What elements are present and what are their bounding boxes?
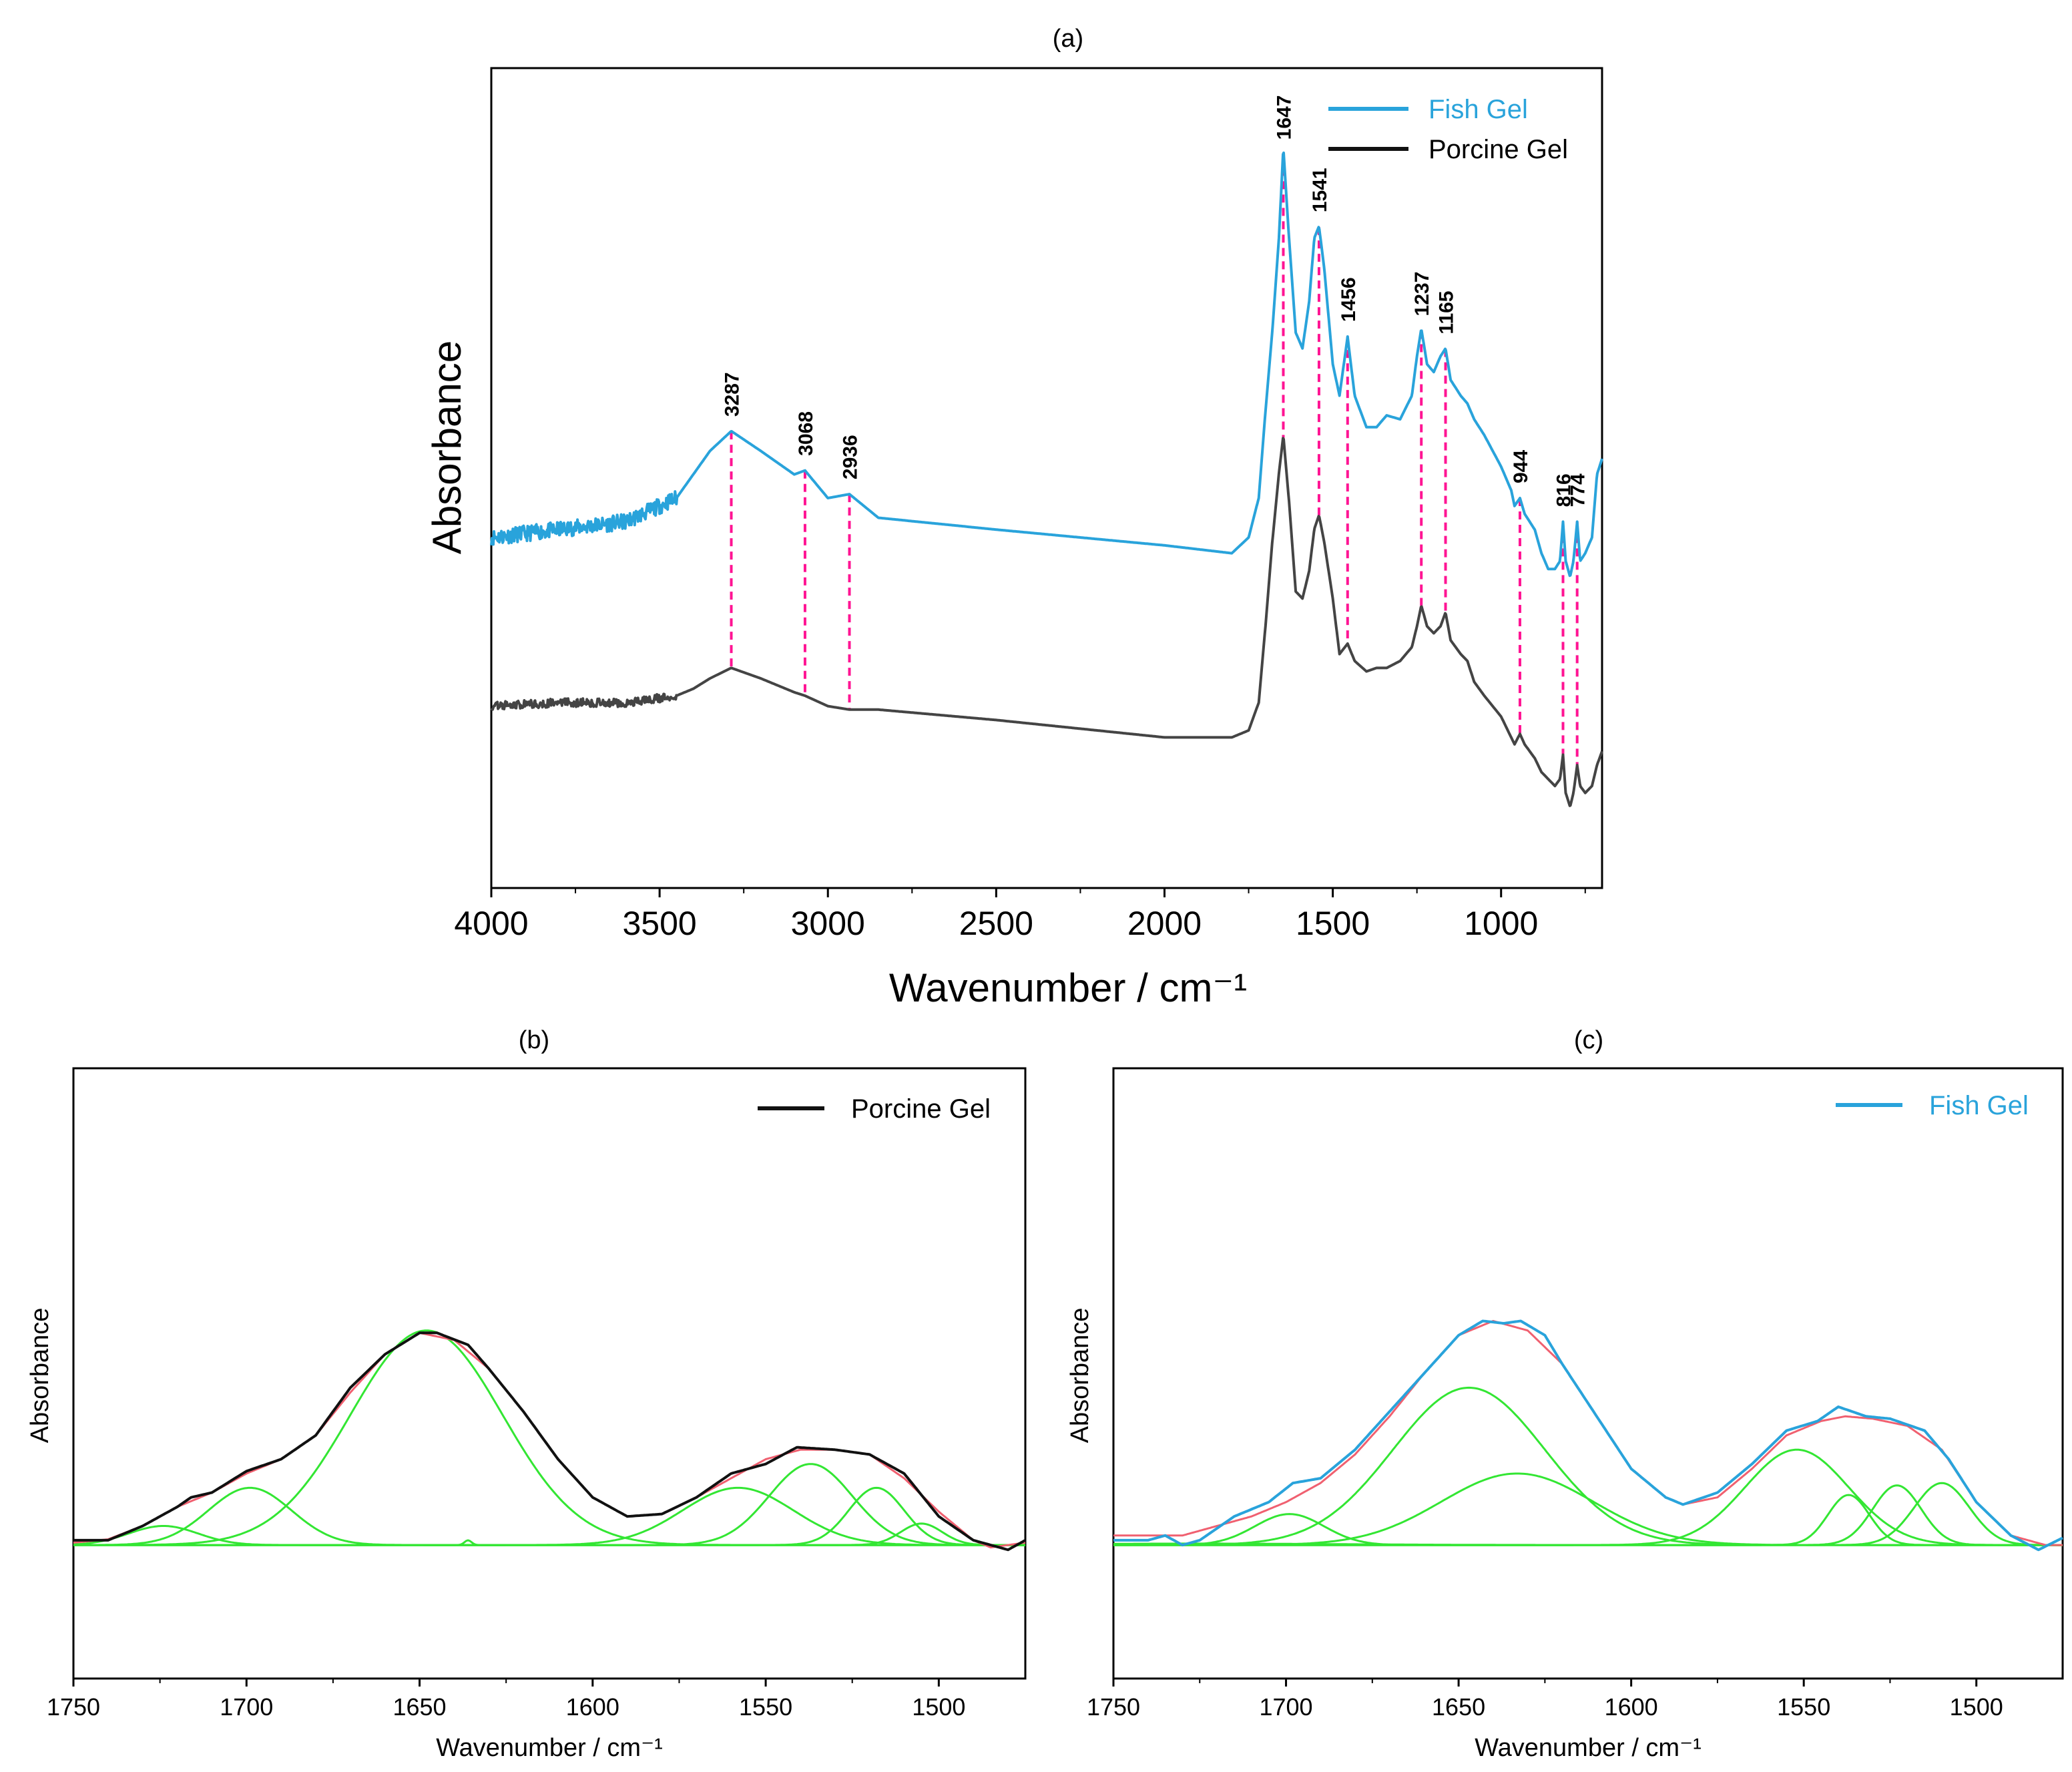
panel-b-x-ticks: 1750 1700 1650 1600 1550 1500 [47, 1679, 965, 1721]
fit-component-curve [1113, 1482, 2063, 1546]
tick-label-b: 1500 [912, 1693, 965, 1721]
panel-a-legend: Fish Gel Porcine Gel [1328, 95, 1568, 164]
peak-label: 1237 [1411, 272, 1433, 316]
fit-component-curve [1113, 1386, 2063, 1546]
tick-label-a: 3000 [791, 905, 865, 942]
panel-c-fit-envelope [1113, 1320, 2063, 1546]
series-fish-gel [490, 151, 1603, 578]
tick-label-a: 3500 [623, 905, 697, 942]
panel-a-xlabel: Wavenumber / cm⁻¹ [889, 965, 1247, 1010]
series-porcine-gel [490, 437, 1603, 807]
fit-component-curve [73, 1486, 1025, 1546]
fit-envelope-line [73, 1331, 1026, 1549]
tick-label-c: 1550 [1777, 1693, 1830, 1721]
panel-b: (b) 1750 1700 1650 1600 1550 1500 Wavenumber … [26, 1026, 1027, 1762]
panel-a-series [490, 151, 1603, 807]
tick-label-b: 1700 [220, 1693, 273, 1721]
fit-component-curve [73, 1486, 1025, 1546]
tick-label-b: 1600 [566, 1693, 619, 1721]
peak-label: 774 [1567, 473, 1589, 507]
tick-label-c: 1500 [1950, 1693, 2003, 1721]
panel-c-fit-components [1113, 1386, 2063, 1546]
measured-spectrum-line [1113, 1319, 2063, 1552]
legend-label-fish-gel: Fish Gel [1429, 95, 1528, 124]
panel-a-x-ticks: 4000 3500 3000 2500 2000 1500 1000 [454, 888, 1586, 942]
panel-b-ylabel: Absorbance [26, 1308, 54, 1444]
panel-c-xlabel: Wavenumber / cm⁻¹ [1475, 1734, 1702, 1762]
panel-a-peak-markers [730, 154, 1579, 765]
peak-label: 1456 [1338, 277, 1360, 322]
fit-component-curve [1113, 1494, 2063, 1546]
tick-label-a: 1000 [1464, 905, 1538, 942]
panel-c-measured-spectrum [1113, 1319, 2063, 1552]
fit-component-curve [73, 1522, 1025, 1546]
fit-component-curve [1113, 1448, 2063, 1546]
peak-label: 3287 [722, 372, 744, 417]
fit-component-curve [73, 1486, 1025, 1546]
tick-label-c: 1750 [1087, 1693, 1140, 1721]
tick-label-c: 1700 [1259, 1693, 1312, 1721]
tick-label-b: 1750 [47, 1693, 100, 1721]
peak-label: 944 [1510, 450, 1532, 483]
peak-label: 1165 [1436, 290, 1458, 334]
tick-label-c: 1600 [1605, 1693, 1658, 1721]
panel-c: (c) 1750 1700 1650 1600 1550 1500 Wavenumber … [1066, 1026, 2064, 1762]
tick-label-c: 1650 [1432, 1693, 1485, 1721]
panel-c-x-ticks: 1750 1700 1650 1600 1550 1500 [1087, 1679, 2003, 1721]
panel-a-ylabel: Absorbance [425, 341, 469, 554]
peak-label: 816 [1553, 473, 1575, 507]
panel-c-title: (c) [1574, 1026, 1603, 1054]
tick-label-a: 2000 [1127, 905, 1202, 942]
legend-label-fish-gel-c: Fish Gel [1929, 1091, 2029, 1120]
tick-label-a: 1500 [1296, 905, 1370, 942]
legend-label-porcine-gel-b: Porcine Gel [851, 1094, 991, 1124]
peak-label: 1647 [1273, 95, 1295, 140]
panel-b-title: (b) [519, 1026, 549, 1054]
panel-c-frame [1112, 1067, 2064, 1680]
legend-label-porcine-gel: Porcine Gel [1429, 135, 1568, 164]
panel-a-frame [490, 67, 1603, 889]
tick-label-a: 4000 [454, 905, 528, 942]
panel-a: (a) 4000 3500 3000 2500 2000 1500 1000 3287 306… [425, 25, 1603, 1010]
panel-b-xlabel: Wavenumber / cm⁻¹ [436, 1734, 663, 1762]
panel-a-title: (a) [1053, 25, 1083, 53]
panel-b-frame [72, 1067, 1027, 1680]
tick-label-b: 1550 [739, 1693, 792, 1721]
fit-component-curve [73, 1329, 1025, 1546]
panel-b-measured-spectrum [73, 1331, 1026, 1552]
panel-c-legend: Fish Gel [1836, 1091, 2029, 1120]
tick-label-a: 2500 [959, 905, 1033, 942]
tick-label-b: 1650 [393, 1693, 446, 1721]
peak-label: 1541 [1309, 168, 1331, 212]
panel-c-ylabel: Absorbance [1066, 1308, 1094, 1444]
fit-envelope-line [1113, 1320, 2063, 1546]
panel-b-legend: Porcine Gel [758, 1094, 991, 1124]
measured-spectrum-line [73, 1331, 1026, 1552]
panel-a-peak-labels: 3287 3068 2936 1647 1541 1456 1237 1165 944 81677… [722, 95, 1589, 507]
peak-label: 2936 [840, 435, 862, 479]
peak-label: 3068 [795, 411, 817, 456]
panel-b-fit-components [73, 1329, 1025, 1546]
panel-b-fit-envelope [73, 1331, 1026, 1549]
